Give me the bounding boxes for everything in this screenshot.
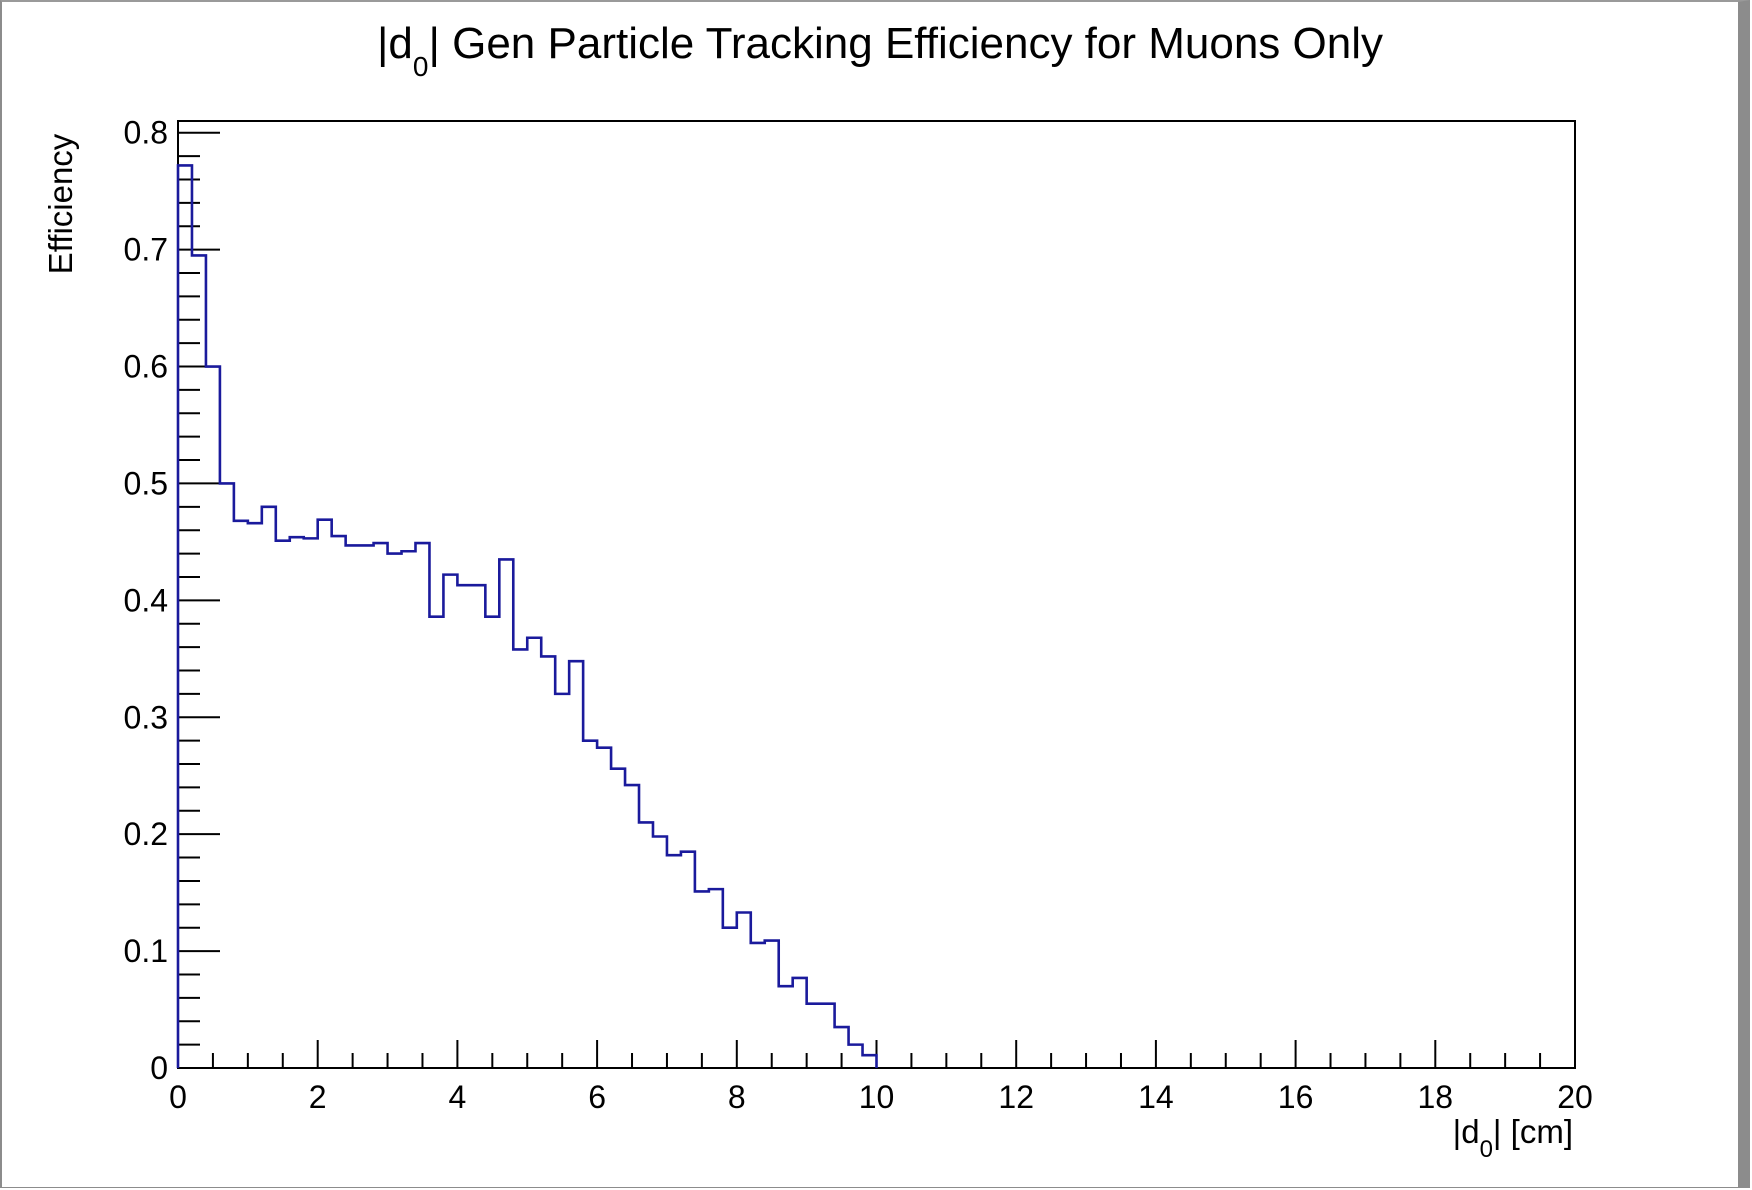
histogram-bin bbox=[527, 638, 541, 1068]
histogram-bin bbox=[332, 536, 346, 1068]
histogram-bin bbox=[709, 889, 723, 1068]
histogram-bin bbox=[597, 748, 611, 1068]
x-tick-label: 14 bbox=[1138, 1079, 1174, 1115]
y-tick-label: 0.8 bbox=[124, 115, 168, 151]
histogram-bin bbox=[583, 741, 597, 1068]
histogram-bin bbox=[234, 521, 248, 1068]
histogram-bin bbox=[485, 617, 499, 1068]
histogram-bin bbox=[318, 520, 332, 1068]
histogram-bin bbox=[457, 585, 471, 1068]
histogram-bin bbox=[765, 941, 779, 1068]
y-tick-label: 0.7 bbox=[124, 232, 168, 268]
histogram-bin bbox=[653, 837, 667, 1068]
histogram-bin bbox=[667, 855, 681, 1068]
x-axis-label-subscript: 0 bbox=[1480, 1136, 1493, 1163]
histogram-bin bbox=[807, 1004, 821, 1068]
histogram-bin bbox=[415, 543, 429, 1068]
histogram-bin bbox=[541, 656, 555, 1068]
y-tick-label: 0.2 bbox=[124, 816, 168, 852]
chart-title: |d0| Gen Particle Tracking Efficiency fo… bbox=[377, 19, 1383, 82]
histogram-bin bbox=[192, 255, 206, 1068]
y-axis-label: Efficiency bbox=[42, 133, 79, 274]
histogram-bin bbox=[471, 585, 485, 1068]
histogram-bins bbox=[178, 165, 877, 1068]
histogram-bin bbox=[695, 891, 709, 1068]
x-tick-label: 4 bbox=[449, 1079, 467, 1115]
y-axis-tick-labels: 0 0.1 0.2 0.3 0.4 0.5 0.6 0.7 0.8 bbox=[124, 115, 168, 1086]
histogram-bin bbox=[681, 852, 695, 1068]
x-tick-label: 8 bbox=[728, 1079, 746, 1115]
histogram-bin bbox=[863, 1055, 877, 1068]
efficiency-histogram-series bbox=[176, 164, 878, 1068]
histogram-bin bbox=[290, 537, 304, 1068]
chart-title-main: |d bbox=[377, 19, 413, 68]
x-tick-label: 0 bbox=[169, 1079, 187, 1115]
x-tick-label: 20 bbox=[1557, 1079, 1593, 1115]
histogram-bin bbox=[569, 661, 583, 1068]
y-tick-label: 0.1 bbox=[124, 933, 168, 969]
x-tick-label: 6 bbox=[588, 1079, 606, 1115]
x-axis-label-main: |d bbox=[1453, 1113, 1480, 1150]
histogram-bin bbox=[849, 1045, 863, 1068]
x-tick-label: 16 bbox=[1278, 1079, 1314, 1115]
histogram-bin bbox=[374, 543, 388, 1068]
histogram-bin bbox=[206, 367, 220, 1068]
x-axis-tick-labels: 0 2 4 6 8 10 12 14 16 18 20 bbox=[169, 1079, 1593, 1115]
x-tick-label: 12 bbox=[998, 1079, 1034, 1115]
histogram-bin bbox=[639, 822, 653, 1068]
histogram-bin bbox=[178, 165, 192, 1068]
histogram-bin bbox=[248, 523, 262, 1068]
histogram-bin bbox=[737, 913, 751, 1068]
y-tick-label: 0.5 bbox=[124, 465, 168, 501]
histogram-bin bbox=[793, 978, 807, 1068]
y-tick-label: 0.6 bbox=[124, 349, 168, 385]
x-tick-label: 18 bbox=[1418, 1079, 1454, 1115]
histogram-bin bbox=[835, 1027, 849, 1068]
x-axis-label-rest: | [cm] bbox=[1493, 1113, 1573, 1150]
x-tick-label: 2 bbox=[309, 1079, 327, 1115]
histogram-bin bbox=[513, 649, 527, 1068]
histogram-bin bbox=[276, 541, 290, 1068]
histogram-bin bbox=[499, 559, 513, 1068]
histogram-bin bbox=[555, 694, 569, 1068]
chart-title-subscript: 0 bbox=[413, 51, 429, 82]
histogram-bin bbox=[220, 483, 234, 1068]
x-tick-label: 10 bbox=[859, 1079, 895, 1115]
histogram-bin bbox=[723, 928, 737, 1068]
histogram-bin bbox=[402, 551, 416, 1068]
histogram-bin bbox=[388, 554, 402, 1068]
y-tick-label: 0.4 bbox=[124, 582, 168, 618]
chart-title-rest: | Gen Particle Tracking Efficiency for M… bbox=[428, 19, 1383, 68]
histogram-bin bbox=[360, 545, 374, 1068]
histogram-bin bbox=[443, 575, 457, 1068]
histogram-bin bbox=[779, 986, 793, 1068]
histogram-bin bbox=[611, 769, 625, 1068]
histogram-bin bbox=[304, 538, 318, 1068]
histogram-bin bbox=[429, 617, 443, 1068]
histogram-bin bbox=[262, 507, 276, 1068]
y-tick-label: 0.3 bbox=[124, 699, 168, 735]
histogram-bin bbox=[751, 943, 765, 1068]
histogram-bin bbox=[346, 545, 360, 1068]
x-axis-label: |d0| [cm] bbox=[1453, 1113, 1573, 1163]
histogram-bin bbox=[821, 1004, 835, 1068]
y-tick-label: 0 bbox=[150, 1050, 168, 1086]
histogram-bin bbox=[625, 785, 639, 1068]
